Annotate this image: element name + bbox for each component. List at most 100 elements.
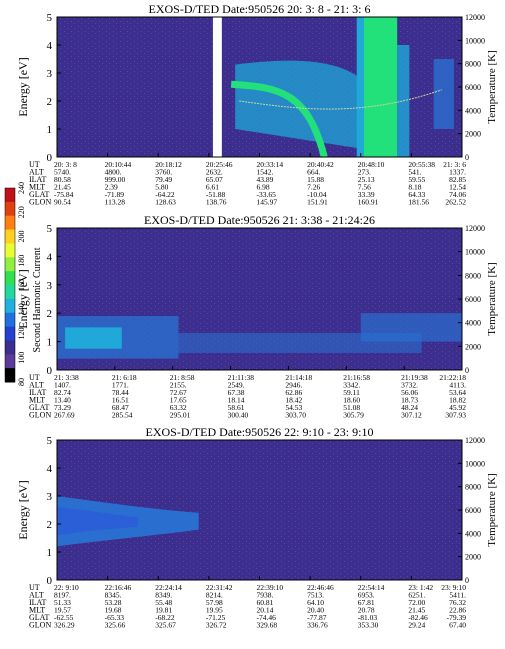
panel-3: EXOS-D/TED Date:950526 22: 9:10 - 23: 9:… <box>16 425 498 630</box>
table-cell: 336.76 <box>307 621 328 630</box>
table-cell: 8345. <box>105 591 122 600</box>
y2-tick-label: 6000 <box>465 295 481 304</box>
table-cell: 20.40 <box>307 606 324 615</box>
table-cell: 2.39 <box>105 183 118 192</box>
table-cell: 20:48:10 <box>358 160 385 169</box>
y2-tick-label: 10000 <box>465 248 485 257</box>
table-cell: 1407. <box>54 381 71 390</box>
colorbar-tick-label: 140 <box>17 303 26 315</box>
table-row-label: GLON <box>29 411 51 420</box>
table-cell: 57.98 <box>206 598 223 607</box>
table-cell: 22:31:42 <box>206 583 233 592</box>
colorbar-swatch <box>5 368 15 383</box>
colorbar-swatch <box>5 285 15 300</box>
colorbar-swatch <box>5 271 15 286</box>
table-cell: 151.91 <box>307 198 328 207</box>
table-cell: 20.14 <box>257 606 274 615</box>
table-cell: -82.46 <box>408 613 428 622</box>
y-tick-label: 1 <box>47 124 53 136</box>
table-cell: 63.32 <box>170 403 187 412</box>
table-cell: 307.93 <box>445 411 466 420</box>
table-cell: 55.48 <box>155 598 172 607</box>
table-cell: -79.39 <box>447 613 467 622</box>
band-low <box>360 313 462 342</box>
table-cell: 53.64 <box>449 388 466 397</box>
y-tick-label: 5 <box>47 435 53 447</box>
table-cell: -51.88 <box>206 190 226 199</box>
table-cell: 67.81 <box>358 598 375 607</box>
y2-tick-label: 8000 <box>465 60 481 69</box>
table-cell: 6953. <box>358 591 375 600</box>
table-cell: 8197. <box>54 591 71 600</box>
table-cell: 45.92 <box>449 403 466 412</box>
table-cell: 23: 1:42 <box>408 583 433 592</box>
table-cell: 21:22:18 <box>439 373 466 382</box>
table-cell: 22:46:46 <box>307 583 334 592</box>
colorbar-tick-label: 180 <box>17 255 26 267</box>
table-cell: 21: 3:38 <box>54 373 79 382</box>
colorbar-tick-label: 220 <box>17 206 26 218</box>
table-cell: 7.26 <box>307 183 320 192</box>
y2-tick-label: 12000 <box>465 224 485 233</box>
table-cell: 3760. <box>155 168 172 177</box>
table-row-label: MLT <box>29 396 45 405</box>
y2-axis-label: Temperature [K] <box>486 473 498 546</box>
y2-axis-label: Temperature [K] <box>486 50 498 123</box>
table-cell: 18.14 <box>228 396 245 405</box>
band-column <box>362 17 398 157</box>
table-cell: -81.03 <box>358 613 378 622</box>
table-cell: 8.18 <box>408 183 421 192</box>
table-cell: 22: 9:10 <box>54 583 79 592</box>
table-row-label: GLAT <box>29 190 50 199</box>
table-cell: 22.86 <box>449 606 466 615</box>
table-cell: 2632. <box>206 168 223 177</box>
y-tick-label: 4 <box>47 463 53 475</box>
y2-tick-label: 8000 <box>465 483 481 492</box>
data-gap <box>212 17 222 157</box>
table-row-label: GLAT <box>29 613 50 622</box>
colorbar-frame <box>4 187 16 383</box>
y-tick-label: 0 <box>47 365 53 377</box>
table-cell: 20:25:46 <box>206 160 233 169</box>
panel-title: EXOS-D/TED Date:950526 22: 9:10 - 23: 9:… <box>146 425 374 439</box>
colorbar-swatch <box>5 188 15 203</box>
table-cell: 21:16:58 <box>343 373 370 382</box>
table-row-label: ALT <box>29 591 44 600</box>
table-cell: 73.29 <box>54 403 71 412</box>
table-cell: 15.88 <box>307 175 324 184</box>
y2-tick-label: 6000 <box>465 506 481 515</box>
table-cell: 23: 9:10 <box>441 583 466 592</box>
table-cell: 78.44 <box>112 388 129 397</box>
y2-tick-label: 0 <box>465 576 469 585</box>
table-cell: 181.56 <box>408 198 429 207</box>
table-cell: 1337. <box>449 168 466 177</box>
table-cell: 325.66 <box>105 621 126 630</box>
table-cell: 51.33 <box>54 598 71 607</box>
table-cell: 79.49 <box>155 175 172 184</box>
table-cell: 72.00 <box>408 598 425 607</box>
table-cell: 113.28 <box>105 198 126 207</box>
table-cell: 76.32 <box>449 598 466 607</box>
table-cell: 29.24 <box>408 621 425 630</box>
y-tick-label: 1 <box>47 547 53 559</box>
table-cell: 20: 3: 8 <box>54 160 77 169</box>
colorbar-label: Second Harmonic Current <box>32 247 43 352</box>
colorbar-tick-label: 240 <box>17 182 26 194</box>
colorbar-tick-label: 100 <box>17 352 26 364</box>
table-cell: 20:33:14 <box>257 160 284 169</box>
table-cell: 19.68 <box>105 606 122 615</box>
table-cell: 19.57 <box>54 606 71 615</box>
table-cell: 5411. <box>449 591 466 600</box>
table-cell: 541. <box>408 168 421 177</box>
table-cell: 20:40:42 <box>307 160 334 169</box>
table-cell: 58.61 <box>228 403 245 412</box>
table-cell: -75.84 <box>54 190 74 199</box>
table-row-label: ILAT <box>29 388 46 397</box>
table-cell: 68.47 <box>112 403 129 412</box>
table-cell: 329.68 <box>257 621 278 630</box>
table-cell: 307.12 <box>401 411 422 420</box>
y2-tick-label: 12000 <box>465 436 485 445</box>
colorbar-tick-label: 120 <box>17 328 26 340</box>
panel-title: EXOS-D/TED Date:950526 20: 3: 8 - 21: 3:… <box>149 2 371 16</box>
